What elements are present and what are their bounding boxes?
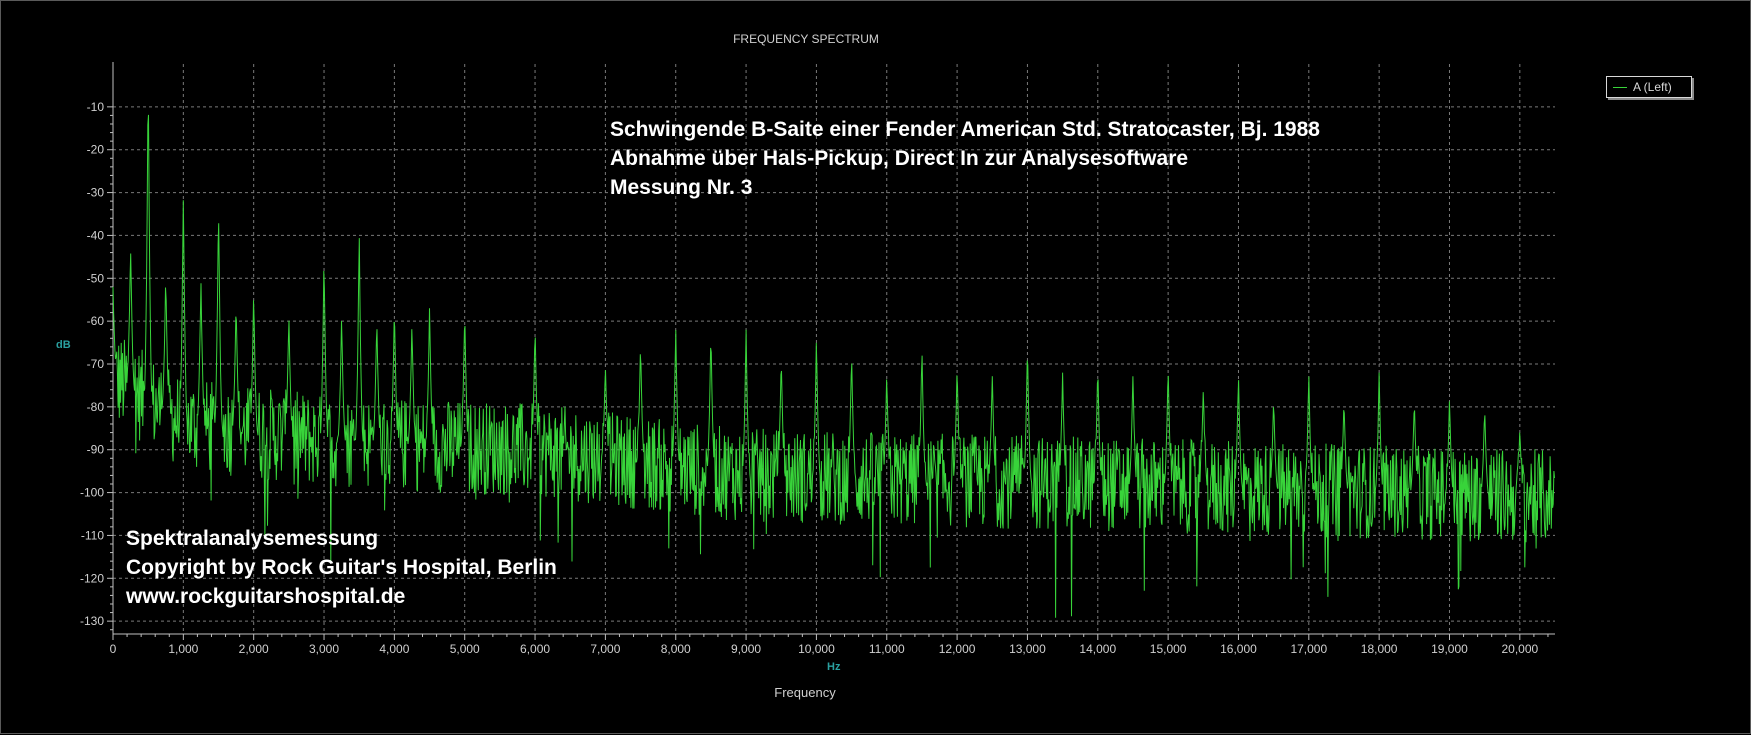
y-tick-label: -20 bbox=[87, 143, 105, 157]
x-tick-label: 9,000 bbox=[731, 642, 761, 656]
x-tick-label: 10,000 bbox=[798, 642, 835, 656]
y-tick-label: -10 bbox=[87, 100, 105, 114]
x-tick-label: 1,000 bbox=[168, 642, 198, 656]
y-tick-label: -100 bbox=[80, 486, 104, 500]
y-tick-label: -120 bbox=[80, 571, 104, 585]
annotation-line: www.rockguitarshospital.de bbox=[126, 585, 406, 608]
y-tick-label: -40 bbox=[87, 228, 105, 242]
annotation-line: Messung Nr. 3 bbox=[610, 176, 753, 199]
y-tick-label: -90 bbox=[87, 443, 105, 457]
annotation-line: Schwingende B-Saite einer Fender America… bbox=[610, 118, 1320, 141]
y-axis-label: dB bbox=[56, 339, 71, 351]
legend-label: A (Left) bbox=[1633, 80, 1672, 94]
legend-swatch bbox=[1613, 87, 1627, 88]
y-tick-label: -110 bbox=[81, 528, 104, 542]
annotation-line: Spektralanalysemessung bbox=[126, 527, 379, 550]
x-tick-label: 5,000 bbox=[450, 642, 480, 656]
chart-title: FREQUENCY SPECTRUM bbox=[733, 32, 879, 46]
x-tick-label: 8,000 bbox=[661, 642, 691, 656]
series-line-a-left bbox=[112, 114, 1555, 618]
x-tick-label: 0 bbox=[110, 642, 117, 656]
annotation-line: Copyright by Rock Guitar's Hospital, Ber… bbox=[126, 556, 557, 579]
legend: A (Left) bbox=[1606, 76, 1692, 98]
x-tick-label: 3,000 bbox=[309, 642, 339, 656]
annotation-measurement-info: Schwingende B-Saite einer Fender America… bbox=[610, 115, 1320, 202]
x-axis-unit: Hz bbox=[827, 661, 841, 673]
x-tick-label: 20,000 bbox=[1501, 642, 1538, 656]
x-tick-label: 2,000 bbox=[239, 642, 269, 656]
x-tick-label: 13,000 bbox=[1009, 642, 1046, 656]
x-tick-label: 7,000 bbox=[590, 642, 620, 656]
x-tick-label: 16,000 bbox=[1220, 642, 1257, 656]
y-tick-label: -30 bbox=[87, 186, 105, 200]
x-tick-label: 11,000 bbox=[869, 642, 905, 656]
y-tick-label: -50 bbox=[87, 271, 105, 285]
y-tick-label: -60 bbox=[87, 314, 105, 328]
y-tick-label: -80 bbox=[87, 400, 105, 414]
x-tick-label: 15,000 bbox=[1150, 642, 1187, 656]
x-tick-label: 6,000 bbox=[520, 642, 550, 656]
x-tick-label: 4,000 bbox=[379, 642, 409, 656]
x-tick-label: 19,000 bbox=[1431, 642, 1468, 656]
annotation-line: Abnahme über Hals-Pickup, Direct In zur … bbox=[610, 147, 1189, 170]
y-tick-label: -70 bbox=[87, 357, 105, 371]
y-tick-label: -130 bbox=[80, 614, 104, 628]
x-tick-label: 17,000 bbox=[1290, 642, 1327, 656]
x-axis-label: Frequency bbox=[774, 685, 836, 700]
annotation-copyright: Spektralanalysemessung Copyright by Rock… bbox=[126, 524, 557, 611]
x-tick-label: 14,000 bbox=[1079, 642, 1116, 656]
x-tick-label: 18,000 bbox=[1361, 642, 1398, 656]
x-tick-label: 12,000 bbox=[939, 642, 976, 656]
